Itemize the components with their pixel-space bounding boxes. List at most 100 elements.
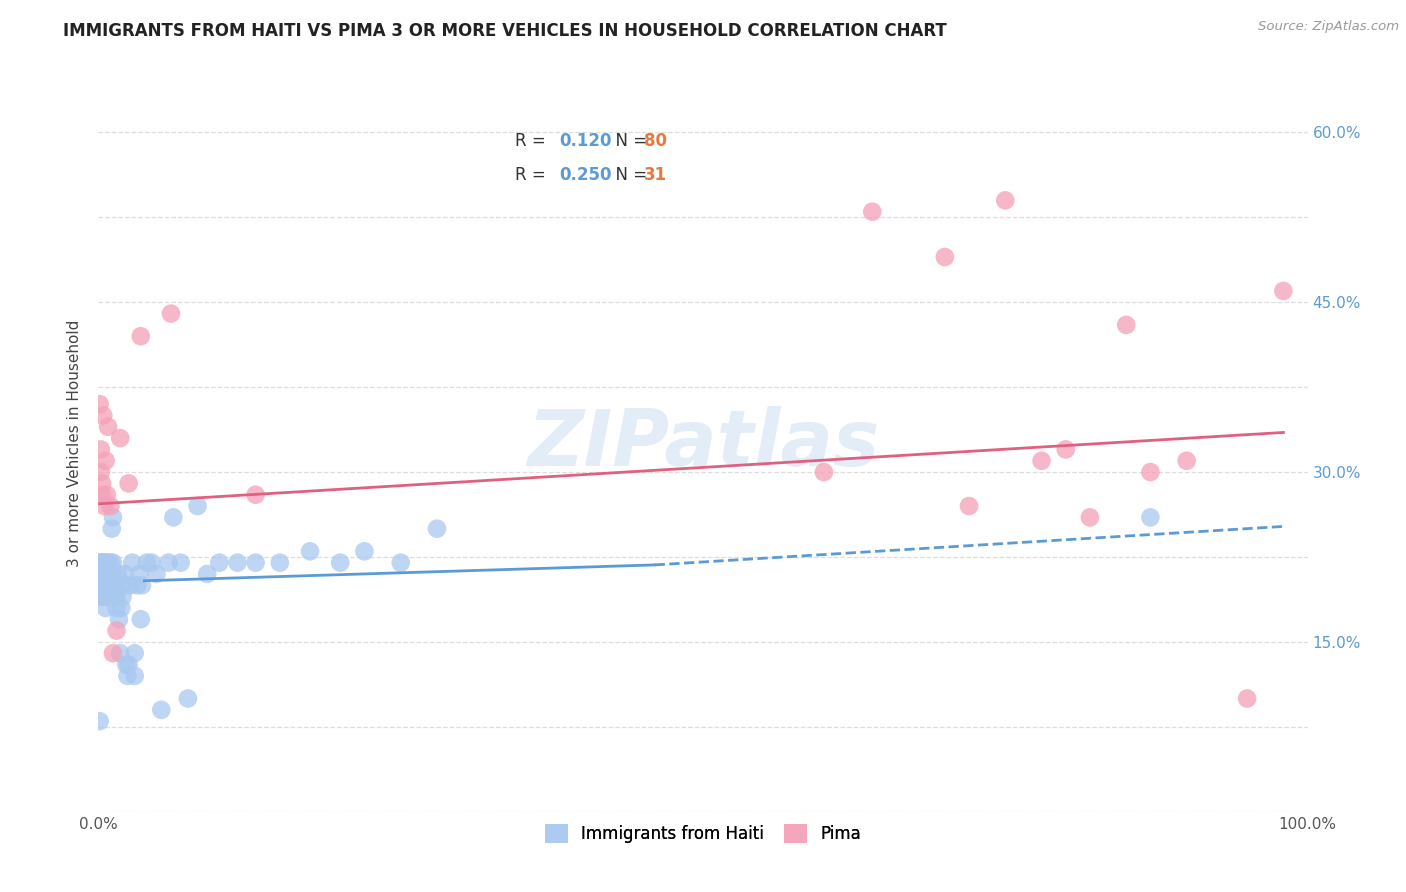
Point xyxy=(97,578,120,592)
Point xyxy=(426,522,449,536)
Point xyxy=(114,566,136,581)
Point xyxy=(118,476,141,491)
Point xyxy=(91,590,114,604)
Point xyxy=(91,578,114,592)
Text: 80: 80 xyxy=(644,132,666,150)
Point xyxy=(187,499,209,513)
Point xyxy=(101,556,124,570)
Point xyxy=(118,578,141,592)
Text: Source: ZipAtlas.com: Source: ZipAtlas.com xyxy=(1258,20,1399,33)
Point xyxy=(1175,454,1198,468)
Point xyxy=(112,578,135,592)
Point xyxy=(129,612,152,626)
Point xyxy=(91,566,114,581)
Point xyxy=(96,488,118,502)
Point xyxy=(160,307,183,321)
Point xyxy=(108,646,131,660)
Point xyxy=(1139,465,1161,479)
Point xyxy=(94,454,117,468)
Point xyxy=(94,556,117,570)
Point xyxy=(89,578,111,592)
Point xyxy=(124,669,146,683)
Point xyxy=(96,556,118,570)
Point xyxy=(89,556,111,570)
Point xyxy=(145,566,167,581)
Point xyxy=(169,556,191,570)
Point xyxy=(90,590,112,604)
Text: 0.120: 0.120 xyxy=(560,132,612,150)
Point xyxy=(91,590,114,604)
Point xyxy=(91,556,114,570)
Point xyxy=(91,409,114,423)
Text: 31: 31 xyxy=(644,166,666,184)
Point xyxy=(91,476,114,491)
Point xyxy=(1236,691,1258,706)
Point xyxy=(195,566,218,581)
Point xyxy=(91,578,114,592)
Point xyxy=(100,522,122,536)
Point xyxy=(1031,454,1053,468)
Point xyxy=(1272,284,1295,298)
Point xyxy=(127,578,149,592)
Point xyxy=(97,566,120,581)
Point xyxy=(96,590,118,604)
Point xyxy=(93,556,115,570)
Point xyxy=(97,419,120,434)
Text: N =: N = xyxy=(605,132,652,150)
Text: R =: R = xyxy=(515,132,551,150)
Point xyxy=(96,578,118,592)
Point xyxy=(94,601,117,615)
Point xyxy=(105,590,128,604)
Point xyxy=(934,250,956,264)
Point xyxy=(93,590,115,604)
Point xyxy=(177,691,200,706)
Point xyxy=(101,510,124,524)
Point xyxy=(1054,442,1077,457)
Point xyxy=(103,590,125,604)
Y-axis label: 3 or more Vehicles in Household: 3 or more Vehicles in Household xyxy=(67,320,83,567)
Point xyxy=(107,566,129,581)
Point xyxy=(813,465,835,479)
Point xyxy=(93,499,115,513)
Point xyxy=(104,578,127,592)
Point xyxy=(90,442,112,457)
Point xyxy=(94,566,117,581)
Point xyxy=(100,556,122,570)
Point xyxy=(105,624,128,638)
Point xyxy=(115,657,138,672)
Point xyxy=(1078,510,1101,524)
Point xyxy=(98,578,121,592)
Point xyxy=(121,556,143,570)
Point xyxy=(1115,318,1137,332)
Point xyxy=(90,556,112,570)
Point xyxy=(105,601,128,615)
Point xyxy=(269,556,291,570)
Point xyxy=(150,703,173,717)
Point xyxy=(94,578,117,592)
Text: N =: N = xyxy=(605,166,652,184)
Text: 0.250: 0.250 xyxy=(560,166,612,184)
Point xyxy=(353,544,375,558)
Point xyxy=(208,556,231,570)
Text: ZIPatlas: ZIPatlas xyxy=(527,406,879,482)
Point xyxy=(93,566,115,581)
Point xyxy=(135,556,157,570)
Point xyxy=(299,544,322,558)
Point xyxy=(90,465,112,479)
Point xyxy=(226,556,249,570)
Point xyxy=(141,556,163,570)
Point xyxy=(131,578,153,592)
Point xyxy=(110,601,132,615)
Point xyxy=(129,329,152,343)
Text: IMMIGRANTS FROM HAITI VS PIMA 3 OR MORE VEHICLES IN HOUSEHOLD CORRELATION CHART: IMMIGRANTS FROM HAITI VS PIMA 3 OR MORE … xyxy=(63,22,948,40)
Point xyxy=(124,646,146,660)
Point xyxy=(1139,510,1161,524)
Point xyxy=(118,657,141,672)
Point xyxy=(108,431,131,445)
Point xyxy=(329,556,352,570)
Point xyxy=(100,499,122,513)
Point xyxy=(162,510,184,524)
Point xyxy=(91,566,114,581)
Point xyxy=(245,488,267,502)
Point xyxy=(100,578,122,592)
